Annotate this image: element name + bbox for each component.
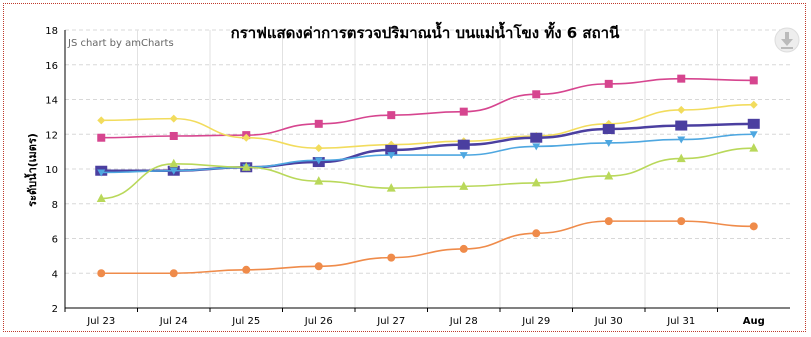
data-point[interactable] (677, 217, 685, 225)
amcharts-credit[interactable]: JS chart by amCharts (67, 38, 174, 49)
data-point[interactable] (387, 254, 395, 262)
y-axis-label: ระดับน้ำ(เมตร) (24, 133, 39, 207)
x-tick-label: Jul 28 (449, 316, 478, 327)
data-point[interactable] (460, 245, 468, 253)
chart-title: กราฟแสดงค่าการตรวจปริมาณน้ำ บนแม่น้ำโขง … (231, 21, 620, 42)
data-point[interactable] (97, 269, 105, 277)
data-point[interactable] (750, 101, 758, 109)
download-icon[interactable] (775, 28, 799, 52)
data-point[interactable] (750, 76, 758, 84)
x-tick-label: Jul 26 (304, 316, 333, 327)
data-point[interactable] (677, 106, 685, 114)
y-tick-label: 2 (52, 304, 58, 315)
data-point[interactable] (315, 262, 323, 270)
data-point[interactable] (97, 134, 105, 142)
data-point[interactable] (170, 132, 178, 140)
x-tick-label: Jul 25 (231, 316, 260, 327)
data-point[interactable] (170, 269, 178, 277)
data-point[interactable] (458, 140, 470, 150)
data-point[interactable] (97, 116, 105, 124)
data-point[interactable] (170, 115, 178, 123)
y-tick-label: 16 (45, 61, 58, 72)
data-point[interactable] (315, 120, 323, 128)
x-tick-label: Jul 24 (159, 316, 188, 327)
data-point[interactable] (748, 119, 760, 129)
x-tick-label: Jul 30 (594, 316, 623, 327)
data-point[interactable] (675, 121, 687, 131)
x-tick-label: Jul 27 (376, 316, 405, 327)
y-tick-label: 14 (45, 96, 58, 107)
data-point[interactable] (750, 222, 758, 230)
x-tick-label: Jul 29 (521, 316, 550, 327)
data-point[interactable] (677, 75, 685, 83)
data-point[interactable] (242, 266, 250, 274)
x-tick-label: Aug (743, 316, 765, 327)
data-point[interactable] (315, 144, 323, 152)
data-point[interactable] (605, 80, 613, 88)
data-point[interactable] (532, 90, 540, 98)
data-point[interactable] (532, 229, 540, 237)
y-tick-label: 10 (45, 165, 58, 176)
data-point[interactable] (603, 124, 615, 134)
y-tick-label: 18 (45, 26, 58, 37)
x-tick-label: Jul 23 (86, 316, 115, 327)
data-point[interactable] (605, 217, 613, 225)
y-tick-label: 6 (52, 235, 58, 246)
y-tick-label: 8 (52, 200, 58, 211)
y-tick-label: 4 (52, 269, 58, 280)
data-point[interactable] (460, 108, 468, 116)
x-tick-label: Jul 31 (666, 316, 695, 327)
y-tick-label: 12 (45, 130, 58, 141)
axes: 2 4 6 8 10 12 14 16 18 Jul 23 Jul 24 Jul 25 Jul 26 Ju… (45, 26, 790, 327)
data-point[interactable] (387, 111, 395, 119)
data-point[interactable] (530, 133, 542, 143)
